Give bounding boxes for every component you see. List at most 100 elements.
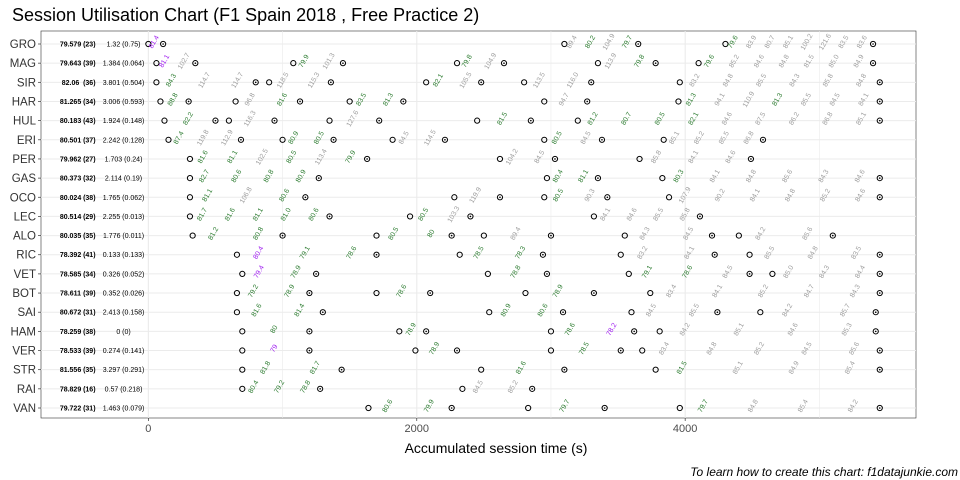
stint-end-marker — [746, 270, 753, 277]
best-lap-label: 80.672 — [60, 310, 82, 317]
stint-end-marker — [617, 347, 624, 354]
plot-panel — [40, 30, 917, 419]
stint-start-marker — [617, 251, 624, 258]
stint-end-dot — [450, 234, 453, 237]
stint-end-marker — [876, 270, 883, 277]
stint-end-marker — [326, 213, 333, 220]
stint-start-marker — [389, 136, 396, 143]
stint-start-marker — [233, 251, 241, 258]
stint-end-dot — [322, 311, 324, 314]
stint-start-marker — [652, 366, 659, 373]
stint-end-dot — [590, 81, 593, 84]
best-lap-label: 79.722 — [60, 406, 82, 413]
stint-end-dot — [214, 119, 217, 122]
lap-time-label: 80 — [427, 229, 437, 239]
lap-count-label: (39) — [83, 291, 95, 298]
stint-end-marker — [594, 175, 602, 182]
stint-start-marker — [239, 347, 246, 354]
stint-end-dot — [340, 368, 343, 371]
stint-end-marker — [708, 232, 716, 239]
stint-end-dot — [654, 62, 657, 64]
lap-count-label: (41) — [83, 252, 95, 259]
stint-end-dot — [878, 81, 881, 84]
stint-end-dot — [699, 215, 701, 218]
stint-end-dot — [319, 388, 321, 390]
stint-start-marker — [453, 60, 461, 67]
lap-count-label: (34) — [83, 99, 95, 106]
stint-end-marker — [339, 60, 347, 67]
stint-end-marker — [279, 232, 286, 239]
stint-start-marker — [521, 79, 528, 86]
best-lap-label: 78.829 — [60, 386, 82, 393]
stint-start-marker — [574, 117, 581, 124]
stint-end-dot — [330, 81, 332, 84]
gap-label: 2.242 (0.128) — [103, 137, 145, 144]
stint-start-marker — [547, 328, 555, 335]
stint-start-marker — [239, 270, 246, 277]
stint-end-marker — [212, 117, 219, 124]
gap-label: 1.32 (0.75) — [107, 42, 141, 49]
best-lap-label: 82.06 — [62, 80, 80, 87]
lap-count-label: (38) — [83, 329, 95, 336]
gap-label: 2.114 (0.19) — [105, 176, 142, 183]
driver-code-label: RAI — [17, 384, 36, 396]
gap-label: 0.326 (0.052) — [103, 271, 145, 278]
stint-end-marker — [296, 98, 304, 105]
stint-end-dot — [633, 330, 635, 333]
stint-start-marker — [459, 385, 466, 392]
stint-start-marker — [675, 98, 682, 105]
stint-end-marker — [711, 251, 718, 258]
stint-end-dot — [499, 196, 501, 199]
stint-end-marker — [872, 328, 879, 335]
stint-start-marker — [279, 136, 286, 143]
stint-start-marker — [594, 60, 602, 67]
stint-start-marker — [233, 309, 241, 316]
gap-label: 1.765 (0.062) — [103, 195, 145, 202]
stint-end-dot — [281, 234, 284, 237]
stint-end-marker — [313, 270, 320, 277]
stint-start-marker — [189, 232, 196, 239]
stint-end-marker — [590, 289, 598, 297]
stint-end-marker — [876, 251, 883, 258]
stint-start-marker — [757, 309, 764, 316]
driver-code-label: STR — [13, 365, 36, 377]
stint-end-dot — [750, 158, 752, 160]
stint-end-dot — [328, 215, 331, 218]
lap-count-label: (23) — [83, 42, 95, 49]
stint-end-marker — [604, 194, 611, 201]
stint-start-marker — [636, 155, 643, 163]
stint-start-marker — [233, 289, 241, 297]
stint-end-dot — [450, 407, 453, 409]
gap-label: 0.57 (0.218) — [105, 386, 143, 393]
stint-end-marker — [448, 232, 455, 239]
stint-end-dot — [878, 292, 881, 294]
stint-end-marker — [306, 347, 313, 354]
driver-code-label: HAM — [10, 326, 36, 338]
stint-end-marker — [252, 79, 259, 86]
driver-code-label: VET — [14, 269, 36, 281]
lap-count-label: (16) — [83, 386, 95, 393]
stint-end-marker — [869, 40, 877, 48]
stint-end-dot — [317, 177, 320, 179]
stint-end-marker — [561, 366, 568, 373]
stint-end-dot — [874, 330, 877, 333]
stint-end-dot — [456, 349, 458, 352]
stint-end-dot — [878, 349, 881, 352]
gap-label: 1.703 (0.24) — [105, 156, 143, 163]
stint-start-marker — [412, 347, 419, 354]
gap-label: 3.297 (0.291) — [103, 367, 145, 374]
stint-start-marker — [239, 385, 246, 392]
stint-end-marker — [529, 385, 536, 392]
gap-label: 0 (0) — [116, 329, 130, 336]
stint-end-marker — [160, 40, 167, 48]
lap-count-label: (29) — [83, 214, 95, 221]
stint-end-dot — [878, 273, 881, 275]
stint-end-dot — [878, 196, 881, 199]
best-lap-label: 80.514 — [60, 214, 82, 221]
stint-start-marker — [735, 232, 742, 239]
stint-end-marker — [467, 213, 474, 220]
stint-end-dot — [554, 158, 556, 160]
best-lap-label: 79.962 — [60, 156, 82, 163]
stint-end-marker — [423, 328, 430, 335]
